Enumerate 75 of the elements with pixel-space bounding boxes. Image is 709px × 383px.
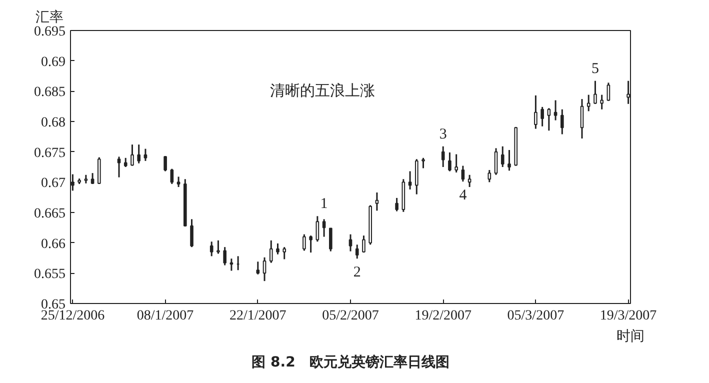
candlestick <box>309 234 312 254</box>
candlestick <box>395 197 398 212</box>
x-tick-label: 25/12/2006 <box>40 308 105 324</box>
candlestick <box>322 218 326 238</box>
candlestick <box>90 172 94 185</box>
annotation: 2 <box>353 264 361 281</box>
candlestick <box>468 174 472 188</box>
candlestick <box>488 169 492 183</box>
candlestick <box>594 80 597 105</box>
candlestick <box>256 260 260 276</box>
candlestick <box>540 106 544 128</box>
candlestick <box>454 154 458 174</box>
candlestick <box>441 146 445 168</box>
candlestick <box>580 98 584 140</box>
candlestick <box>223 246 226 266</box>
candlestick <box>210 240 214 257</box>
candlestick <box>262 256 266 282</box>
annotation: 4 <box>459 188 468 204</box>
candlestick <box>216 240 220 255</box>
candlestick <box>124 157 128 168</box>
candlestick <box>408 170 412 190</box>
candlestick <box>362 234 366 254</box>
candlestick <box>176 176 180 188</box>
candlestick <box>170 168 174 185</box>
y-tick-label: 0.685 <box>34 85 66 100</box>
y-axis-title: 汇率 <box>36 10 64 26</box>
candlestick <box>422 157 425 169</box>
x-tick-label: 22/1/2007 <box>230 308 286 324</box>
candlestick <box>508 149 511 172</box>
y-tick-label: 0.69 <box>41 54 66 70</box>
candlestick <box>554 100 558 122</box>
annotation: 3 <box>439 126 447 142</box>
candlestick <box>316 215 320 242</box>
candlestick <box>144 148 148 162</box>
x-tick-label: 08/1/2007 <box>136 308 194 324</box>
candlestick <box>494 147 498 176</box>
candlestick <box>117 156 121 178</box>
candlestick <box>606 82 610 102</box>
y-tick-label: 0.68 <box>41 116 66 130</box>
y-tick-label: 0.66 <box>41 236 66 252</box>
y-tick-label: 0.67 <box>41 176 66 192</box>
candlestick <box>230 258 234 272</box>
candlestick <box>164 155 167 172</box>
candlestick <box>137 144 141 164</box>
candlestick <box>190 218 194 248</box>
x-tick-label: 19/2/2007 <box>414 308 472 324</box>
x-tick-label: 19/3/2007 <box>600 308 657 324</box>
y-tick-label: 0.655 <box>34 267 66 282</box>
candlestick <box>276 242 280 256</box>
y-tick-label: 0.695 <box>34 24 66 40</box>
candlestick <box>302 234 306 252</box>
annotation: 5 <box>591 60 599 77</box>
candlestick <box>534 94 538 130</box>
x-tick-label: 05/3/2007 <box>507 308 564 324</box>
candlestick <box>461 165 465 182</box>
y-tick-label: 0.665 <box>34 206 66 222</box>
candlestick <box>269 240 273 264</box>
annotation: 1 <box>320 196 328 212</box>
candlestick <box>355 244 359 260</box>
text: 图 8.2 欧元兑英镑汇率日线图 <box>252 354 450 370</box>
candlestick <box>329 228 332 252</box>
y-tick-label: 0.675 <box>34 146 66 161</box>
candlestick <box>282 246 286 260</box>
x-axis-title: 时间 <box>616 328 644 344</box>
candlestick <box>600 94 604 110</box>
candlestick <box>560 108 564 135</box>
annotation: 清晰的五浪上涨 <box>270 82 375 100</box>
candlestick <box>448 152 452 172</box>
candlestick <box>500 146 504 168</box>
candlestick <box>130 144 134 167</box>
candlestick <box>547 107 551 132</box>
x-tick-label: 05/2/2007 <box>322 308 379 324</box>
candlestick <box>375 192 379 212</box>
candlestick <box>348 234 352 252</box>
candlestick <box>586 94 590 112</box>
